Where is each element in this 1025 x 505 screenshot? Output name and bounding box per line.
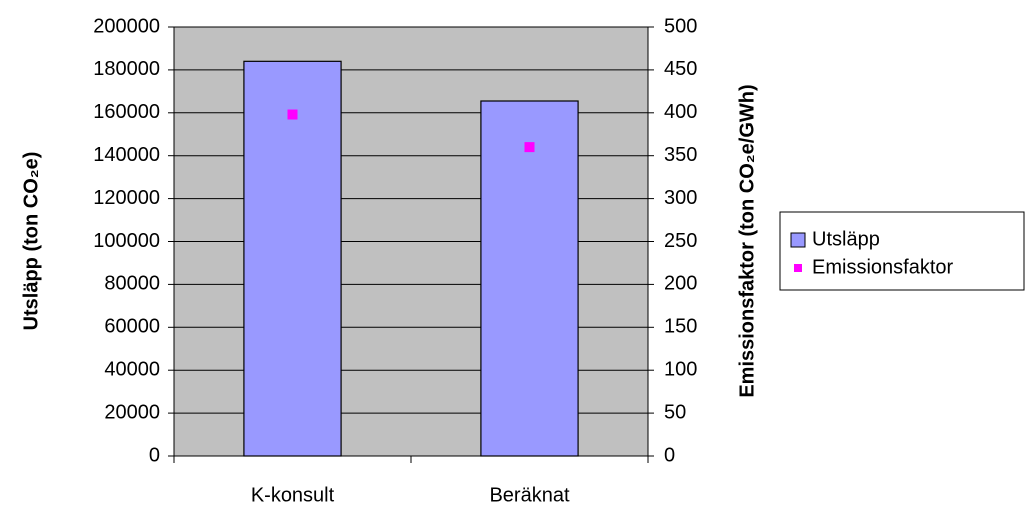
bar: [243, 60, 342, 457]
y2-tick-label: 150: [664, 316, 697, 338]
y2-tick-label: 0: [664, 444, 675, 466]
y-tick-label: 140000: [93, 144, 160, 166]
y-tick-label: 0: [149, 444, 160, 466]
y-tick-label: 40000: [104, 358, 160, 380]
legend-box: [779, 211, 1025, 291]
y2-tick-label: 200: [664, 273, 697, 295]
y2-tick-label: 250: [664, 230, 697, 252]
y2-tick-label: 50: [664, 401, 686, 423]
y-tick-label: 20000: [104, 401, 160, 423]
legend-label: Utsläpp: [812, 228, 880, 250]
y2-tick-label: 500: [664, 15, 697, 37]
legend-label: Emissionsfaktor: [812, 256, 953, 278]
y2-tick-label: 100: [664, 358, 697, 380]
y2-tick-label: 450: [664, 58, 697, 80]
legend-swatch: [790, 232, 806, 248]
x-tick-label: K-konsult: [251, 484, 335, 505]
y-tick-label: 120000: [93, 187, 160, 209]
x-tick-label: Beräknat: [489, 484, 569, 505]
y-tick-label: 60000: [104, 316, 160, 338]
point: [524, 142, 535, 153]
y-axis-title: Utsläpp (ton CO₂e): [20, 152, 42, 331]
y2-tick-label: 400: [664, 101, 697, 123]
y-tick-label: 200000: [93, 15, 160, 37]
y2-tick-label: 300: [664, 187, 697, 209]
y-tick-label: 80000: [104, 273, 160, 295]
point: [287, 109, 298, 120]
y-tick-label: 100000: [93, 230, 160, 252]
legend-swatch: [794, 264, 802, 272]
y2-tick-label: 350: [664, 144, 697, 166]
y2-axis-title: Emissionsfaktor (ton CO₂e/GWh): [736, 84, 758, 397]
y-tick-label: 160000: [93, 101, 160, 123]
bar: [480, 100, 579, 457]
y-tick-label: 180000: [93, 58, 160, 80]
